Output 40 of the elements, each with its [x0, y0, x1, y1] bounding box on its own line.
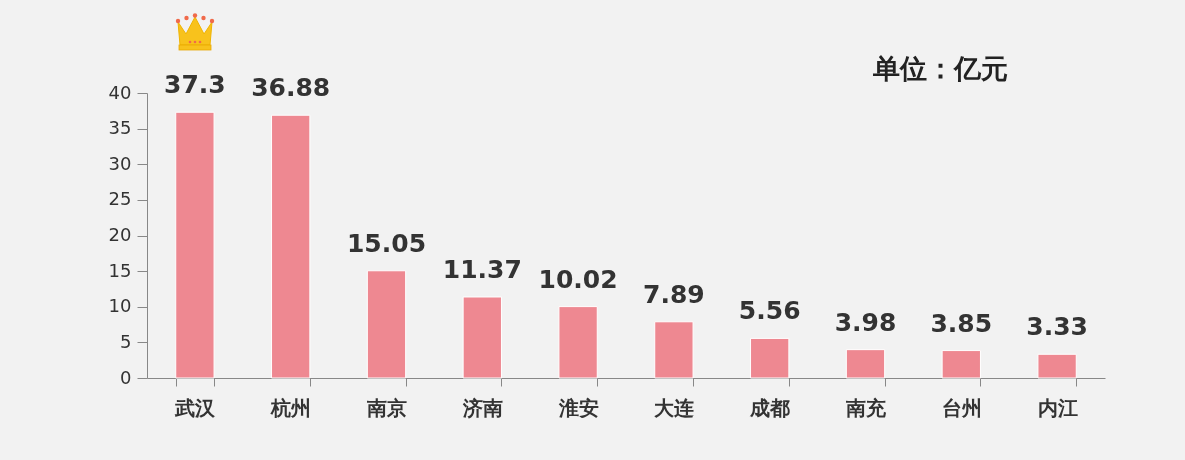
y-tick-label: 35 [108, 117, 132, 139]
y-tick-label: 20 [108, 224, 132, 245]
bar [750, 337, 790, 379]
x-tick-label: 南充 [845, 395, 887, 420]
y-tick-label: 15 [108, 259, 132, 281]
y-tick-label: 25 [108, 188, 132, 210]
data-label: 5.56 [738, 296, 801, 326]
data-label: 3.33 [1026, 312, 1088, 342]
bar [654, 321, 694, 379]
x-tick-label: 南京 [366, 395, 407, 420]
x-tick-label: 内江 [1037, 395, 1078, 420]
bar [941, 350, 981, 379]
bar [845, 349, 886, 379]
bar [366, 270, 407, 379]
data-label: 7.89 [643, 279, 705, 309]
y-tick-label: 30 [108, 152, 132, 174]
x-tick-label: 杭州 [270, 395, 312, 420]
data-label: 37.3 [164, 70, 226, 100]
data-label: 11.37 [442, 254, 522, 284]
data-label: 10.02 [538, 264, 618, 294]
bar [271, 114, 311, 379]
y-tick-label: 0 [120, 366, 132, 388]
data-label: 36.88 [251, 73, 331, 103]
y-tick-label: 40 [108, 81, 132, 103]
bar [462, 296, 502, 379]
x-tick-label: 淮安 [557, 395, 599, 420]
x-tick-label: 大连 [654, 395, 695, 420]
bar [1037, 353, 1077, 379]
text: 单位：亿元 [871, 53, 1008, 84]
data-label: 15.05 [346, 228, 427, 258]
bar [175, 111, 215, 379]
data-label: 3.98 [834, 307, 897, 337]
y-tick-label: 10 [108, 295, 132, 317]
x-tick-label: 武汉 [174, 395, 217, 420]
bar [558, 306, 598, 379]
x-tick-label: 台州 [941, 395, 982, 420]
y-tick-label: 5 [120, 330, 132, 352]
x-tick-label: 济南 [461, 395, 503, 420]
data-label: 3.85 [930, 308, 993, 338]
x-tick-label: 成都 [749, 395, 791, 420]
